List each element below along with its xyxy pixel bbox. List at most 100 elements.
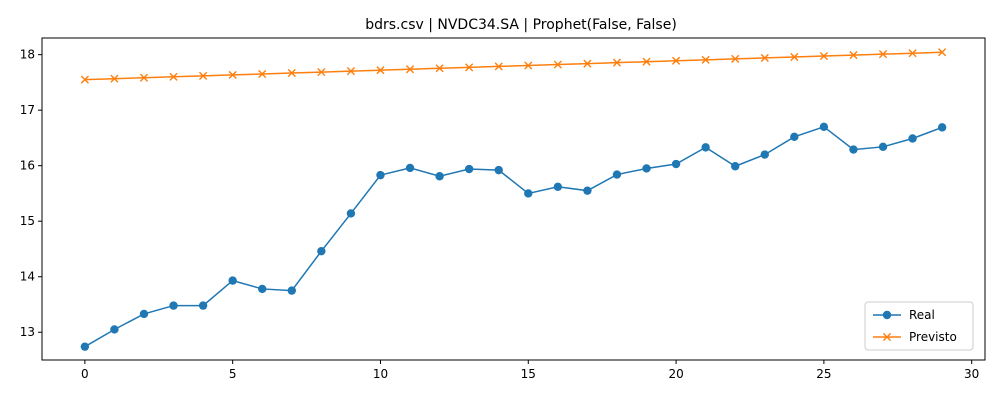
data-point: [346, 209, 356, 218]
data-point: [494, 165, 503, 175]
data-point: [937, 123, 947, 132]
plot-area: [80, 48, 947, 351]
legend-label: Real: [909, 308, 935, 322]
data-point-stroke: [139, 73, 149, 82]
data-point-stroke: [612, 58, 622, 67]
data-point-stroke: [258, 69, 267, 79]
data-point-stroke: [938, 48, 947, 57]
data-point: [464, 164, 474, 174]
data-point: [553, 182, 563, 191]
data-point-stroke: [701, 55, 710, 64]
data-point-stroke: [317, 67, 326, 77]
data-point: [435, 64, 444, 73]
legend: Real Previsto: [864, 301, 974, 351]
x-tick-label: 5: [229, 367, 237, 381]
x-tick-label: 0: [81, 367, 89, 381]
data-point: [583, 186, 592, 195]
data-point: [376, 170, 385, 180]
data-point: [198, 301, 208, 310]
data-point: [405, 163, 415, 173]
data-point: [908, 49, 917, 58]
data-point: [790, 132, 799, 142]
data-point: [110, 325, 119, 334]
data-point: [110, 74, 119, 83]
data-point: [701, 55, 710, 64]
data-point: [612, 58, 622, 67]
data-point: [878, 142, 888, 152]
data-point: [524, 61, 533, 70]
data-point-stroke: [790, 52, 799, 62]
data-point: [878, 50, 888, 59]
data-point-stroke: [80, 75, 89, 84]
data-point: [583, 59, 592, 68]
data-point-stroke: [199, 71, 208, 80]
series-line-1: [84, 51, 943, 81]
data-point: [760, 150, 769, 159]
data-point: [199, 71, 208, 80]
data-point-stroke: [494, 62, 503, 71]
data-point-stroke: [110, 74, 119, 83]
data-point-stroke: [553, 60, 562, 69]
data-point: [553, 60, 562, 69]
data-point: [524, 189, 533, 198]
data-point-stroke: [849, 51, 858, 60]
data-point-stroke: [731, 54, 740, 63]
data-point-stroke: [908, 49, 917, 58]
data-point: [849, 145, 858, 154]
data-point: [701, 143, 710, 152]
data-point-stroke: [405, 65, 415, 74]
data-point: [671, 56, 681, 65]
data-point: [228, 70, 237, 80]
data-point: [317, 246, 326, 256]
data-point: [169, 72, 178, 81]
data-point-stroke: [819, 51, 828, 61]
data-point: [80, 75, 89, 84]
legend-marker: [882, 332, 892, 342]
y-tick-label: 16: [20, 159, 35, 173]
data-point-stroke: [671, 56, 681, 65]
y-tick-label: 15: [20, 214, 35, 228]
data-point: [435, 172, 444, 181]
data-point: [849, 51, 858, 60]
y-tick-label: 14: [20, 270, 35, 284]
data-point: [819, 122, 829, 132]
data-point: [258, 69, 267, 79]
data-point: [80, 342, 90, 351]
data-point: [465, 63, 474, 72]
plot-frame: [41, 37, 986, 361]
x-tick-label: 15: [521, 367, 536, 381]
series-line-0: [84, 125, 943, 348]
data-point: [938, 48, 947, 57]
data-point: [346, 67, 356, 76]
data-point-stroke: [346, 67, 356, 76]
data-point-stroke: [524, 61, 533, 70]
data-point: [819, 51, 828, 61]
axes: 0 5 10 15 20 25 30 13 14 15 16 17 18: [20, 37, 986, 381]
data-point-stroke: [465, 63, 474, 72]
data-point: [228, 276, 237, 285]
data-point-stroke: [583, 59, 592, 68]
chart-title: bdrs.csv | NVDC34.SA | Prophet(False, Fa…: [365, 17, 677, 33]
data-point-stroke: [376, 66, 385, 75]
data-point: [287, 286, 296, 295]
data-point: [642, 57, 651, 66]
data-point-stroke: [435, 64, 444, 73]
data-point-stroke: [287, 68, 296, 78]
x-tick-label: 25: [816, 367, 831, 381]
data-point-stroke: [228, 70, 237, 80]
data-point: [612, 170, 622, 179]
legend-marker: [882, 310, 892, 320]
data-point: [671, 159, 681, 169]
data-point: [169, 301, 178, 310]
x-tick-label: 30: [964, 367, 979, 381]
data-point: [258, 284, 267, 294]
data-point-stroke: [642, 57, 651, 66]
data-point: [731, 54, 740, 63]
data-point: [908, 134, 917, 143]
y-tick-label: 18: [20, 48, 35, 62]
data-point: [405, 65, 415, 74]
data-point: [287, 68, 296, 78]
data-point-stroke: [169, 72, 178, 81]
data-point-stroke: [878, 50, 888, 59]
